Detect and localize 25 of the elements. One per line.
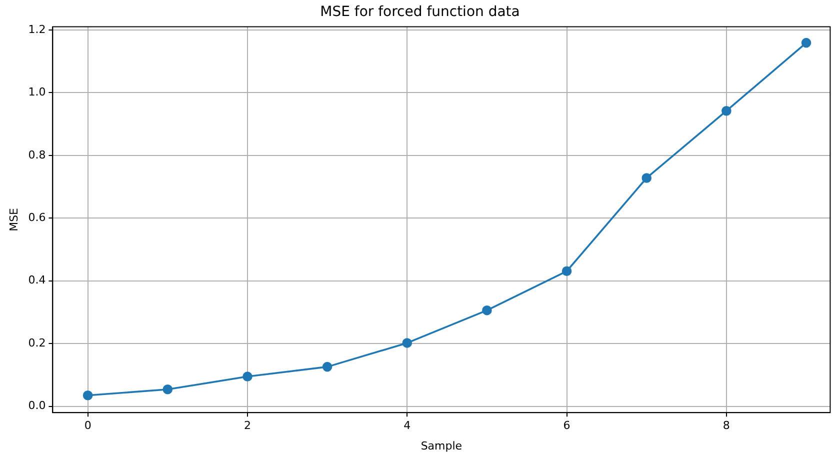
point (642, 173, 652, 183)
x-tick-label: 6 (563, 419, 570, 432)
x-tick-label: 2 (244, 419, 251, 432)
chart-title: MSE for forced function data (320, 4, 520, 20)
y-axis-title: MSE (7, 208, 20, 232)
point (242, 372, 252, 382)
y-tick-label: 1.0 (28, 86, 46, 99)
point (402, 338, 412, 348)
x-tick-label: 4 (404, 419, 411, 432)
point (562, 266, 572, 276)
point (801, 38, 812, 48)
x-axis-title: Sample (420, 439, 462, 452)
y-tick-label: 0.6 (28, 210, 46, 224)
y-tick-label: 0.0 (28, 399, 46, 412)
y-tick-label: 0.4 (28, 274, 46, 287)
x-tick-label: 0 (84, 419, 92, 432)
point (322, 362, 332, 372)
y-tick-label: 0.8 (28, 148, 46, 162)
point (82, 390, 93, 400)
point (482, 305, 492, 316)
point (722, 106, 732, 116)
x-tick-label: 8 (722, 419, 730, 432)
y-tick-label: 1.2 (28, 22, 46, 36)
y-tick-label: 0.2 (28, 336, 46, 350)
point (162, 384, 173, 394)
